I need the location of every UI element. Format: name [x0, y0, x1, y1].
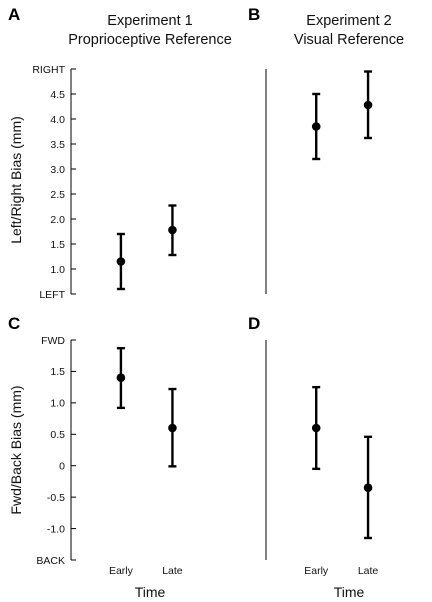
panel-d-x-tick-label: Early [304, 565, 329, 577]
panel-letter-b: B [248, 5, 260, 24]
column-title-1-line2: Proprioceptive Reference [68, 32, 232, 48]
column-title-2-line2: Visual Reference [294, 32, 404, 48]
x-axis-title-right: Time [334, 584, 365, 600]
panel-letter-c: C [8, 314, 20, 333]
panel-c-x-tick-label: Early [109, 565, 134, 577]
panel-a-y-tick-label: 2.0 [50, 214, 65, 226]
panel-d-plot: Early Late [265, 340, 379, 577]
panel-c-x-tick-label: Late [162, 565, 183, 577]
panel-a-plot: LEFT 1.0 1.5 2.0 2.5 3.0 3.5 4.0 4.5 RIGHT [32, 64, 177, 301]
panel-a-y-tick-label: 1.0 [50, 264, 65, 276]
column-title-1-line1: Experiment 1 [107, 13, 192, 29]
panel-c-point [116, 373, 126, 383]
y-axis-title-top: Left/Right Bias (mm) [8, 116, 24, 244]
panel-a-point [168, 225, 177, 235]
panel-a-point [116, 257, 126, 266]
panel-c-y-tick-label: 1.5 [50, 366, 65, 378]
panel-c-y-tick-label: FWD [41, 335, 65, 347]
panel-a-y-tick-label: 2.5 [50, 189, 65, 201]
panel-letter-a: A [8, 5, 20, 24]
panel-b-plot [265, 69, 373, 294]
panel-b-point [311, 122, 321, 131]
panel-c-y-tick-label: -0.5 [47, 492, 65, 504]
panel-c-point [168, 423, 177, 433]
plot-layer: LEFT 1.0 1.5 2.0 2.5 3.0 3.5 4.0 4.5 RIGHT BACK -1.… [32, 64, 378, 577]
panel-c-y-tick-label: -1.0 [47, 523, 65, 535]
panel-d-x-tick-label: Late [358, 565, 379, 577]
panel-a-y-tick-label: 4.5 [50, 89, 65, 101]
panel-a-y-tick-label: 4.0 [50, 114, 65, 126]
panel-a-y-tick-label: 3.0 [50, 164, 65, 176]
panel-letter-d: D [248, 314, 260, 333]
panel-a-y-tick-label: LEFT [39, 289, 65, 301]
panel-c-y-tick-label: 0 [59, 461, 65, 473]
panel-c-y-tick-label: 1.0 [50, 398, 65, 410]
panel-b-point [363, 100, 373, 110]
panel-c-y-tick-label: BACK [36, 555, 65, 567]
column-title-2-line1: Experiment 2 [306, 13, 391, 29]
panel-d-point [311, 423, 321, 433]
panel-a-y-tick-label: 1.5 [50, 239, 65, 251]
panel-a-y-tick-label: 3.5 [50, 139, 65, 151]
panel-a-y-tick-label: RIGHT [32, 64, 65, 76]
panel-c-y-tick-label: 0.5 [50, 429, 65, 441]
panel-d-point [363, 483, 373, 493]
x-axis-title-left: Time [135, 584, 166, 600]
y-axis-title-bottom: Fwd/Back Bias (mm) [8, 385, 24, 514]
panel-c-plot: BACK -1.0 -0.5 0 0.5 1.0 1.5 FWD Early Late [36, 335, 182, 577]
